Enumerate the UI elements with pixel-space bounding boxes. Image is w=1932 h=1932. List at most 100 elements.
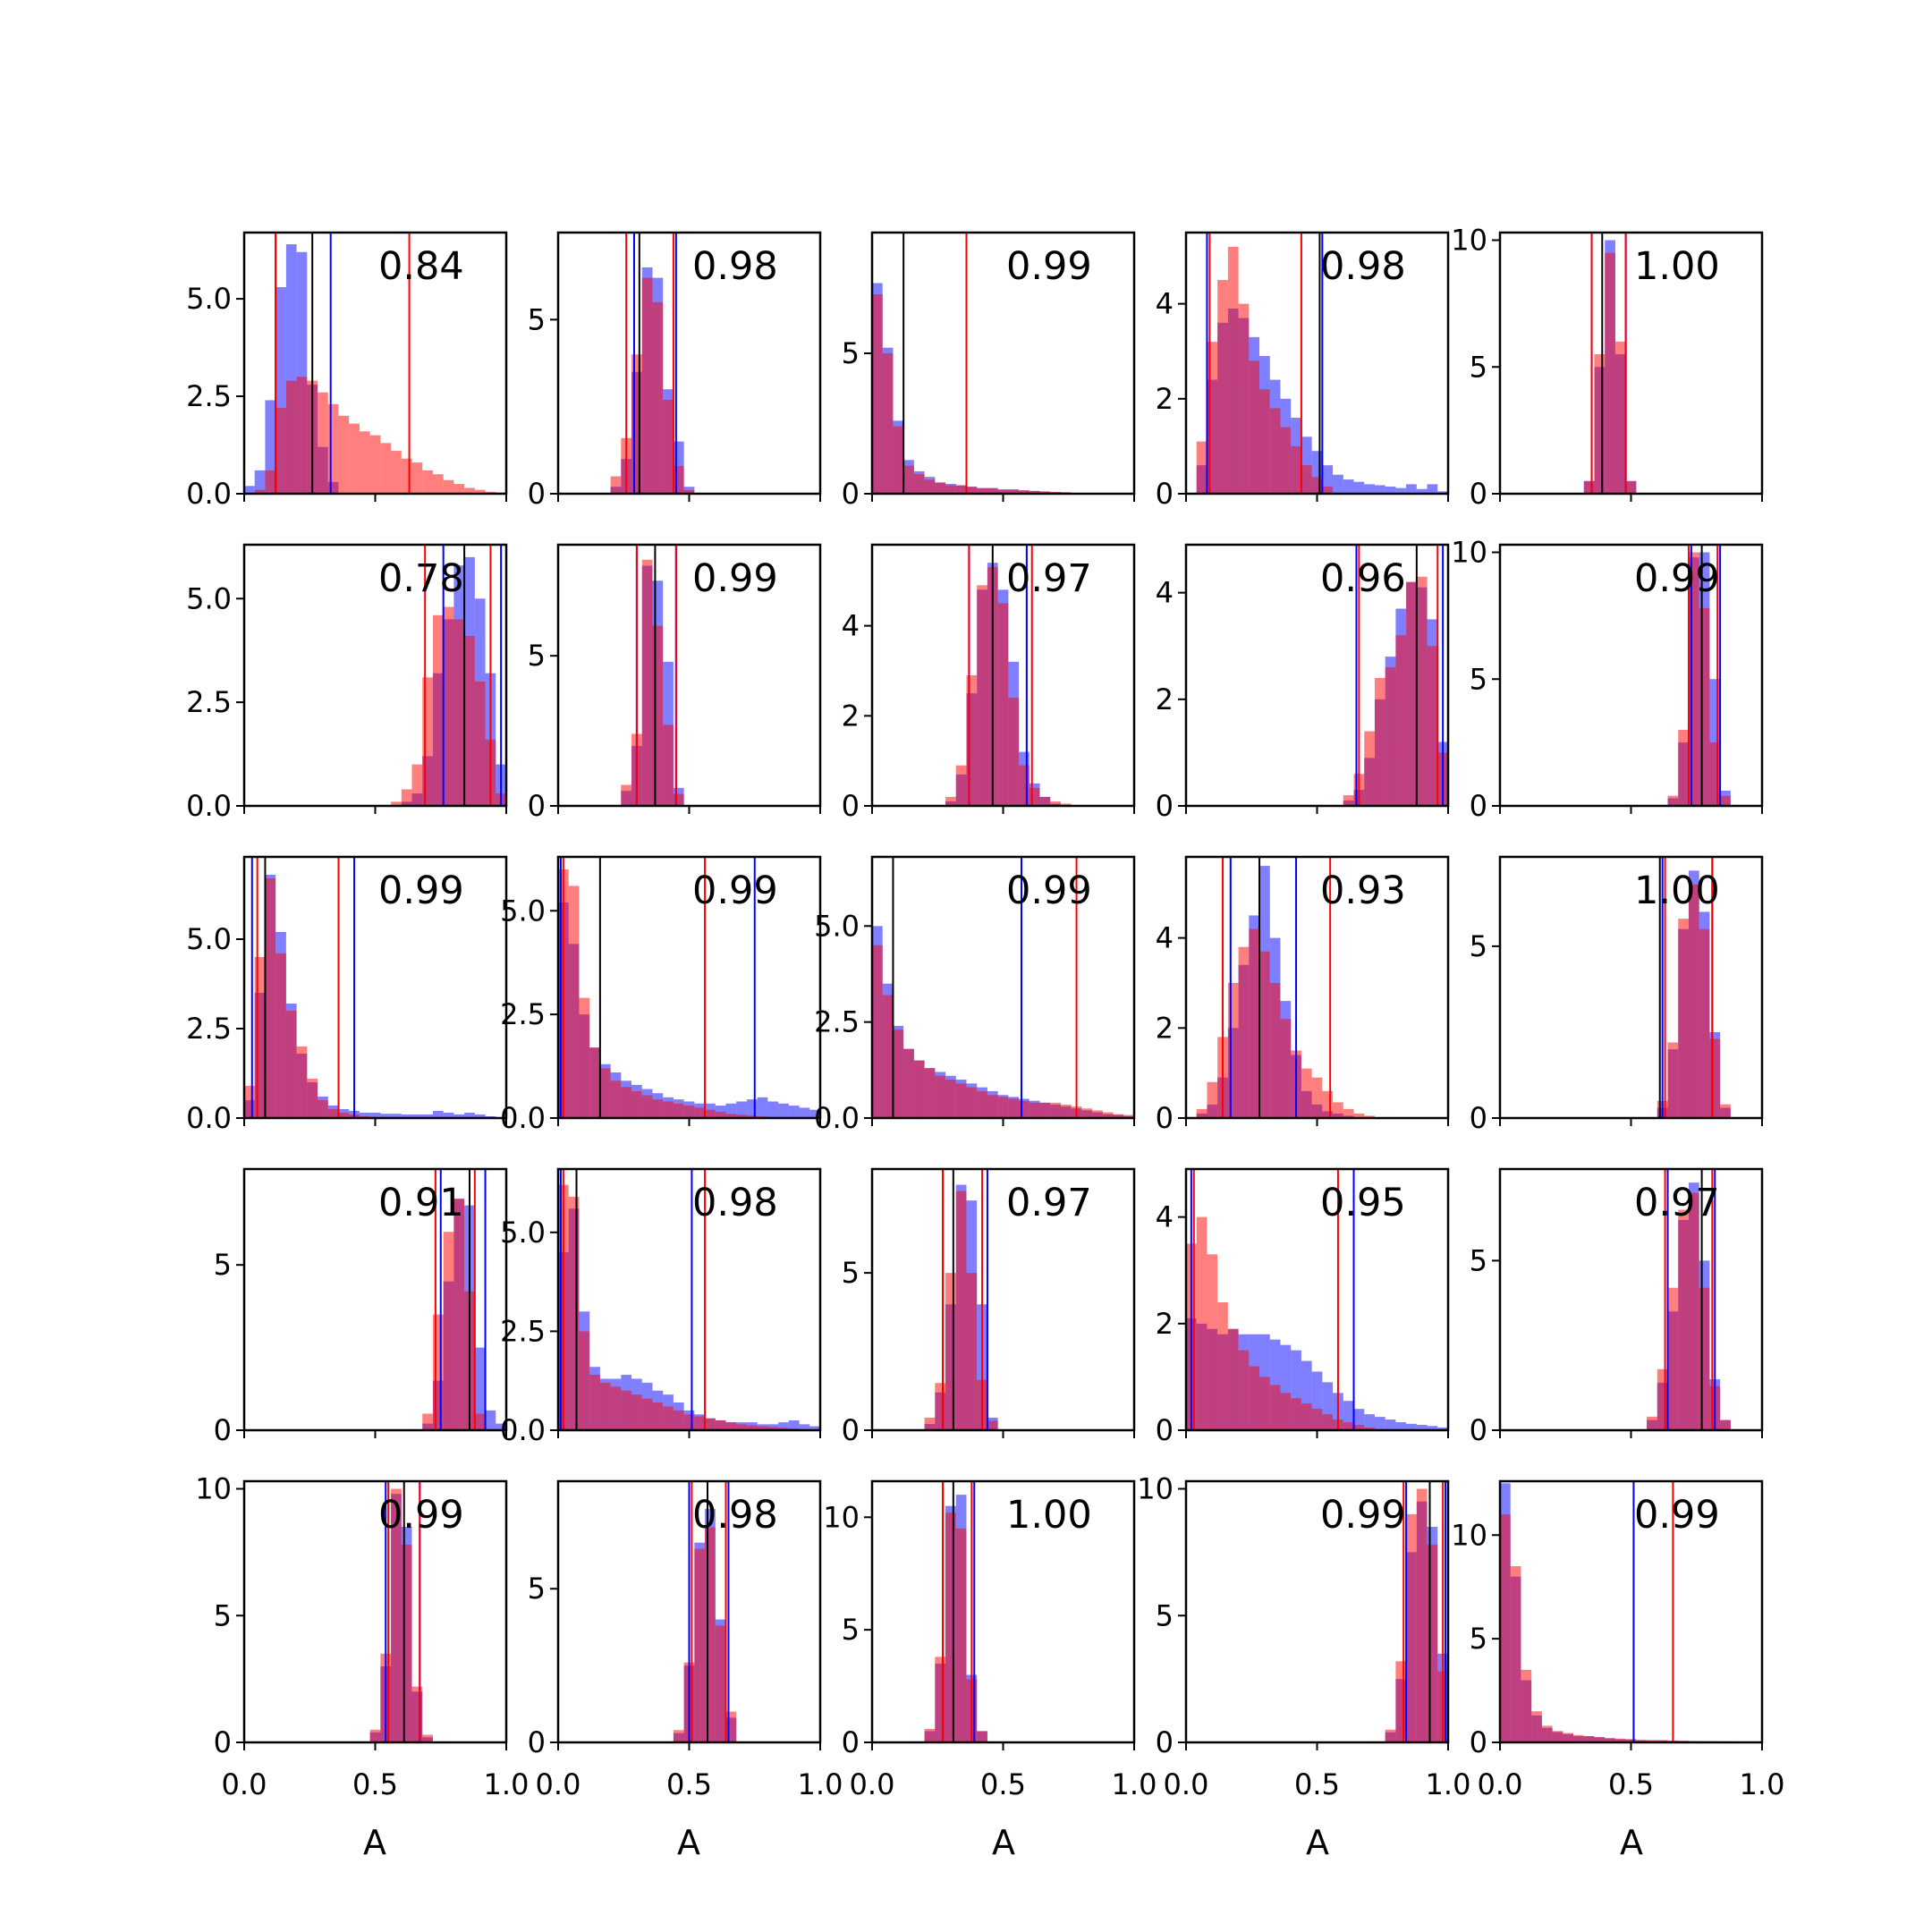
histogram-bar-red	[432, 614, 444, 806]
histogram-bar-red	[1092, 1110, 1103, 1118]
histogram-bar-red	[422, 677, 433, 806]
histogram-bar-red	[1113, 1114, 1124, 1118]
histogram-bar-red	[453, 484, 465, 494]
histogram-bar-red	[1594, 354, 1606, 494]
panel-annotation: 0.98	[692, 1493, 778, 1538]
panel-r1c2: 0.98 0 5	[528, 231, 822, 511]
histogram-bar-red	[1249, 928, 1260, 1118]
histogram-bar-blue	[265, 400, 276, 494]
panel-plot-area	[621, 545, 684, 806]
histogram-bar-blue	[767, 1101, 779, 1118]
histogram-bar-red	[924, 1068, 936, 1118]
histogram-bar-red	[327, 1109, 339, 1118]
histogram-bar-blue	[369, 1113, 381, 1118]
histogram-bar-red	[1678, 919, 1689, 1118]
x-tick-label: 1.0	[1112, 1767, 1157, 1801]
histogram-bar-red	[641, 1095, 653, 1118]
histogram-bar-red	[1563, 1733, 1574, 1742]
x-axis-label: A	[1620, 1823, 1643, 1862]
histogram-bar-red	[265, 470, 276, 494]
histogram-bar-red	[767, 1427, 779, 1430]
y-tick-label: 0	[214, 1725, 232, 1759]
y-tick-label: 2	[1156, 1011, 1174, 1045]
histogram-bar-blue	[1437, 1428, 1448, 1430]
histogram-bar-red	[1019, 490, 1030, 494]
histogram-bar-red	[955, 765, 967, 806]
histogram-bar-red	[296, 377, 308, 494]
histogram-bar-red	[1385, 1729, 1396, 1742]
histogram-bar-red	[1552, 1731, 1563, 1742]
panel-r2c5: 0.99 0 5 10	[1451, 536, 1764, 823]
histogram-bar-red	[652, 625, 664, 806]
y-tick-label: 0	[842, 477, 860, 511]
panel-annotation: 0.96	[1320, 556, 1406, 601]
histogram-bar-red	[935, 1383, 946, 1430]
histogram-bar-red	[401, 458, 412, 494]
histogram-bar-red	[1029, 490, 1040, 494]
histogram-bar-red	[1699, 607, 1710, 806]
histogram-bar-red	[631, 1394, 642, 1430]
histogram-bar-red	[913, 1060, 925, 1118]
histogram-bar-red	[1395, 635, 1407, 806]
histogram-bar-red	[683, 1414, 695, 1430]
histogram-bar-red	[1374, 677, 1385, 806]
y-tick-label: 0	[842, 789, 860, 823]
y-tick-label: 0.0	[500, 1413, 546, 1447]
y-tick-label: 5	[1470, 1622, 1487, 1656]
histogram-bar-red	[610, 476, 622, 494]
x-tick-label: 1.0	[1740, 1767, 1785, 1801]
histogram-bar-red	[579, 1331, 590, 1430]
histogram-bar-red	[443, 1232, 454, 1430]
histogram-bar-red	[1291, 445, 1301, 494]
histogram-bar-red	[977, 585, 987, 806]
histogram-bar-red	[1521, 1669, 1532, 1742]
histogram-bar-red	[725, 1711, 737, 1742]
histogram-bar-red	[380, 443, 392, 494]
x-tick-label: 0.5	[1294, 1767, 1340, 1801]
histogram-bar-red	[736, 1424, 747, 1430]
x-tick-label: 1.0	[798, 1767, 843, 1801]
histogram-bar-red	[641, 277, 653, 494]
histogram-bar-red	[966, 487, 978, 494]
histogram-bar-red	[977, 1731, 987, 1742]
histogram-bar-blue	[1322, 465, 1334, 494]
y-tick-label: 2.5	[186, 1012, 232, 1046]
histogram-bar-red	[746, 1115, 758, 1118]
x-axis-label: A	[1306, 1823, 1329, 1862]
panel-plot-area	[1647, 1169, 1731, 1430]
histogram-bar-red	[1699, 928, 1710, 1118]
histogram-bar-red	[683, 490, 695, 494]
panel-r2c3: 0.97 0 2 4	[842, 543, 1136, 823]
panel-r1c3: 0.99 0 5	[842, 231, 1136, 511]
histogram-bar-red	[1353, 1425, 1365, 1430]
histogram-bar-red	[872, 294, 883, 494]
histogram-bar-blue	[391, 1114, 402, 1118]
histogram-bar-red	[1029, 1102, 1040, 1118]
histogram-bar-red	[1343, 795, 1354, 806]
histogram-bar-red	[275, 953, 286, 1118]
histogram-bar-red	[453, 619, 465, 806]
histogram-bar-red	[296, 1046, 308, 1118]
histogram-bar-red	[673, 465, 684, 494]
x-axis-label: A	[677, 1823, 700, 1862]
panel-r3c1: 0.99 0.0 2.5 5.0	[186, 855, 508, 1135]
histogram-bar-red	[1227, 246, 1239, 494]
panel-r1c4: 0.98 0 2 4	[1156, 231, 1450, 511]
y-tick-label: 5.0	[186, 581, 232, 615]
histogram-bar-red	[1311, 477, 1323, 494]
panel-r5c4: 0.99 0 5 10 0.0 0.5 1.0	[1137, 1472, 1470, 1801]
y-tick-label: 5	[528, 1572, 546, 1606]
histogram-bar-red	[391, 801, 402, 806]
histogram-bar-blue	[244, 486, 255, 494]
histogram-bar-red	[1614, 341, 1626, 494]
histogram-bar-red	[254, 957, 266, 1118]
histogram-bar-red	[1301, 1403, 1312, 1430]
panel-r5c3: 1.00 0 5 10 0.0 0.5 1.0	[823, 1479, 1157, 1801]
histogram-bar-red	[1050, 1102, 1061, 1118]
x-axis-label: A	[363, 1823, 386, 1862]
histogram-bar-red	[725, 1114, 737, 1118]
y-tick-label: 5	[842, 1613, 860, 1647]
histogram-bar-red	[401, 789, 412, 806]
panel-plot-area	[244, 857, 496, 1118]
